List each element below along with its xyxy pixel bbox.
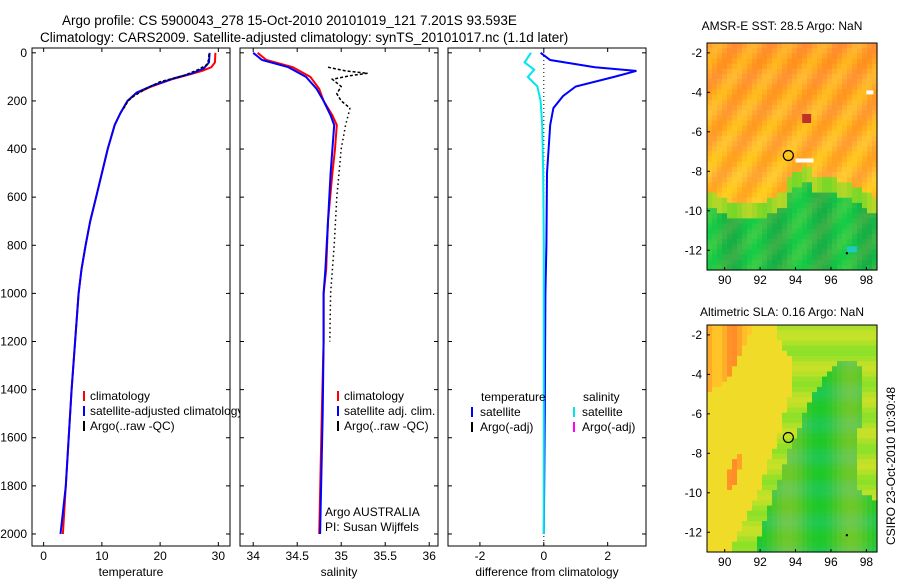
map-xtick-label: 96	[824, 273, 838, 287]
ytick-label: 1200	[0, 335, 27, 349]
map-ytick-label: -10	[685, 486, 703, 500]
legend-label: satellite	[480, 405, 521, 419]
ytick-label: 200	[7, 94, 27, 108]
map-title: Altimetric SLA: 0.16 Argo: NaN	[700, 305, 864, 319]
map-cyan-patch	[846, 246, 857, 253]
map-xtick-label: 90	[718, 273, 732, 287]
map-nodata-patch	[866, 90, 874, 95]
legend-label: Argo(-adj)	[582, 420, 635, 434]
legend-label: climatology	[90, 389, 150, 403]
map-ytick-label: -2	[691, 46, 702, 60]
map-frame	[706, 42, 878, 271]
map-dot	[845, 534, 849, 537]
panel-frame-1	[239, 47, 439, 547]
xaxis-label: temperature	[99, 565, 164, 579]
xaxis-label: difference from climatology	[475, 565, 618, 579]
annotation-label: Argo AUSTRALIA	[325, 505, 420, 519]
xtick-label: 2	[604, 549, 611, 563]
map-ytick-label: -12	[685, 243, 703, 257]
legend-header: temperature	[481, 390, 546, 404]
side-timestamp: CSIRO 23-Oct-2010 10:30:48	[884, 386, 898, 545]
map-ytick-label: -4	[691, 85, 702, 99]
ytick-label: 1600	[0, 431, 27, 445]
map-hotspot	[802, 114, 812, 124]
legend-label: satellite adj. clim.	[344, 404, 435, 418]
xtick-label: 20	[153, 549, 167, 563]
argo-position-marker	[782, 149, 794, 162]
map-ytick-label: -6	[691, 125, 702, 139]
xtick-label: 0	[540, 549, 547, 563]
map-ytick-label: -6	[691, 407, 702, 421]
map-ytick-label: -8	[691, 446, 702, 460]
map-ytick-label: -2	[691, 328, 702, 342]
map-title: AMSR-E SST: 28.5 Argo: NaN	[702, 19, 863, 33]
title-line-1: Argo profile: CS 5900043_278 15-Oct-2010…	[62, 13, 517, 28]
ytick-label: 600	[7, 190, 27, 204]
series-line-temperature-satellite	[540, 52, 637, 535]
series-line-salinity-satellite	[523, 52, 545, 534]
map-frame	[706, 324, 878, 553]
map-ytick-label: -10	[685, 204, 703, 218]
panel-frame-2	[447, 47, 647, 547]
map-nodata-patch	[795, 158, 814, 163]
xaxis-label: salinity	[321, 565, 358, 579]
xtick-label: 36	[423, 549, 437, 563]
title-line-2: Climatology: CARS2009. Satellite-adjuste…	[40, 30, 569, 45]
map-ytick-label: -12	[685, 525, 703, 539]
xtick-label: 10	[95, 549, 109, 563]
legend-header: salinity	[583, 390, 620, 404]
map-xtick-label: 90	[718, 555, 732, 569]
xtick-label: 34.5	[286, 549, 310, 563]
ytick-label: 1000	[0, 286, 27, 300]
map-dot	[845, 252, 849, 255]
legend-label: Argo(-adj)	[480, 420, 533, 434]
map-xtick-label: 98	[860, 555, 874, 569]
map-ytick-label: -8	[691, 164, 702, 178]
map-xtick-label: 92	[753, 555, 767, 569]
xtick-label: 35.5	[374, 549, 398, 563]
xtick-label: 34	[247, 549, 261, 563]
ytick-label: 800	[7, 238, 27, 252]
map-xtick-label: 96	[824, 555, 838, 569]
xtick-label: 35	[335, 549, 349, 563]
legend-label: satellite	[582, 405, 623, 419]
map-xtick-label: 92	[753, 273, 767, 287]
legend-label: climatology	[344, 389, 404, 403]
ytick-label: 400	[7, 142, 27, 156]
xtick-label: 30	[212, 549, 226, 563]
ytick-label: 0	[20, 46, 27, 60]
series-line-argo-deep	[329, 107, 351, 342]
series-line-argo-raw-qc-	[327, 66, 368, 109]
ytick-label: 2000	[0, 527, 27, 541]
ytick-label: 1800	[0, 479, 27, 493]
legend-label: Argo(..raw -QC)	[90, 419, 175, 433]
ytick-label: 1400	[0, 383, 27, 397]
map-ytick-label: -4	[691, 367, 702, 381]
legend-label: Argo(..raw -QC)	[344, 419, 429, 433]
map-xtick-label: 94	[789, 555, 803, 569]
series-line-satellite-adj-clim-	[252, 52, 336, 535]
map-image-sst	[707, 43, 878, 271]
annotation-label: PI: Susan Wijffels	[325, 520, 419, 534]
panel-frame-0	[31, 47, 231, 547]
argo-position-marker	[782, 431, 794, 444]
map-image-sla	[707, 325, 878, 553]
xtick-label: -2	[475, 549, 486, 563]
xtick-label: 0	[40, 549, 47, 563]
map-xtick-label: 98	[860, 273, 874, 287]
map-xtick-label: 94	[789, 273, 803, 287]
legend-label: satellite-adjusted climatology	[90, 404, 243, 418]
